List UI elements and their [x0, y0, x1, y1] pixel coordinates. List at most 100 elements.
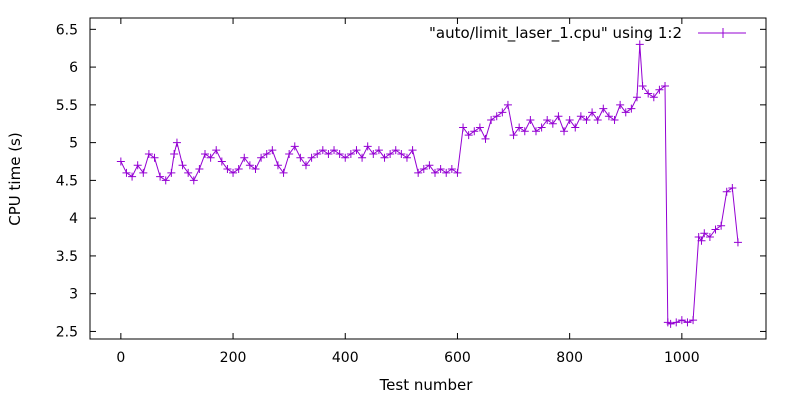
- data-point: [711, 225, 720, 234]
- data-point: [346, 149, 355, 158]
- data-point: [301, 161, 310, 170]
- y-tick-label: 6: [69, 60, 78, 76]
- data-point: [335, 149, 344, 158]
- data-point: [122, 168, 131, 177]
- data-point: [184, 168, 193, 177]
- data-point: [632, 93, 641, 102]
- data-point: [273, 161, 282, 170]
- data-point: [492, 112, 501, 121]
- data-point: [616, 100, 625, 109]
- data-point: [414, 168, 423, 177]
- data-point: [307, 153, 316, 162]
- data-point: [464, 131, 473, 140]
- data-point: [459, 123, 468, 132]
- x-axis-title: Test number: [379, 376, 474, 394]
- data-point: [705, 233, 714, 242]
- data-point: [666, 319, 675, 328]
- data-point: [240, 153, 249, 162]
- data-point: [543, 115, 552, 124]
- data-point: [229, 168, 238, 177]
- y-axis: 2.5 3 3.5 4 4.5 5 5.5 6 6.5: [56, 22, 766, 340]
- data-point: [582, 115, 591, 124]
- data-point: [161, 176, 170, 185]
- data-point: [520, 127, 529, 136]
- data-point: [431, 168, 440, 177]
- data-point: [717, 221, 726, 230]
- data-point: [700, 229, 709, 238]
- data-point: [487, 115, 496, 124]
- data-point: [402, 153, 411, 162]
- data-point: [475, 123, 484, 132]
- data-point: [150, 153, 159, 162]
- y-tick-label: 3: [69, 287, 78, 303]
- data-point: [470, 127, 479, 136]
- data-point: [733, 238, 742, 247]
- data-point: [599, 104, 608, 113]
- data-point: [554, 112, 563, 121]
- data-point: [195, 165, 204, 174]
- data-point: [172, 138, 181, 147]
- data-point: [144, 149, 153, 158]
- data-point: [604, 112, 613, 121]
- data-point: [560, 127, 569, 136]
- data-point: [722, 187, 731, 196]
- data-point: [156, 172, 165, 181]
- y-tick-label: 5.5: [56, 98, 78, 114]
- x-tick-label: 400: [332, 350, 359, 366]
- data-point: [374, 146, 383, 155]
- data-point: [644, 89, 653, 98]
- data-point: [683, 318, 692, 327]
- data-point: [324, 149, 333, 158]
- data-point: [627, 104, 636, 113]
- data-point: [515, 123, 524, 132]
- data-point: [548, 119, 557, 128]
- data-point: [576, 112, 585, 121]
- data-point: [206, 153, 215, 162]
- data-point: [635, 40, 644, 49]
- data-point: [116, 157, 125, 166]
- data-point: [697, 236, 706, 245]
- data-point: [728, 183, 737, 192]
- data-point: [251, 165, 260, 174]
- series-layer: [116, 40, 742, 328]
- data-point: [296, 153, 305, 162]
- data-point: [661, 81, 670, 90]
- data-point: [436, 165, 445, 174]
- data-point: [268, 146, 277, 155]
- data-point: [531, 127, 540, 136]
- data-point: [391, 146, 400, 155]
- data-point: [257, 153, 266, 162]
- data-point: [212, 146, 221, 155]
- data-point: [610, 115, 619, 124]
- x-tick-label: 0: [116, 350, 125, 366]
- data-point: [571, 123, 580, 132]
- data-point: [178, 161, 187, 170]
- data-point: [330, 146, 339, 155]
- data-point: [189, 176, 198, 185]
- data-point: [285, 149, 294, 158]
- data-point: [442, 168, 451, 177]
- y-tick-label: 5: [69, 136, 78, 152]
- data-point: [593, 115, 602, 124]
- data-point: [223, 165, 232, 174]
- data-point: [672, 318, 681, 327]
- data-point: [649, 93, 658, 102]
- data-point: [139, 168, 148, 177]
- data-point: [352, 146, 361, 155]
- data-point: [453, 168, 462, 177]
- y-tick-label: 3.5: [56, 249, 78, 265]
- data-point: [509, 131, 518, 140]
- data-point: [234, 165, 243, 174]
- y-axis-title: CPU time (s): [6, 132, 24, 225]
- data-point: [380, 153, 389, 162]
- data-point: [537, 123, 546, 132]
- data-point: [447, 165, 456, 174]
- data-point: [279, 168, 288, 177]
- data-point: [217, 157, 226, 166]
- data-point: [397, 149, 406, 158]
- data-point: [565, 115, 574, 124]
- data-point: [290, 142, 299, 151]
- data-point: [621, 108, 630, 117]
- legend-marker: [718, 28, 728, 38]
